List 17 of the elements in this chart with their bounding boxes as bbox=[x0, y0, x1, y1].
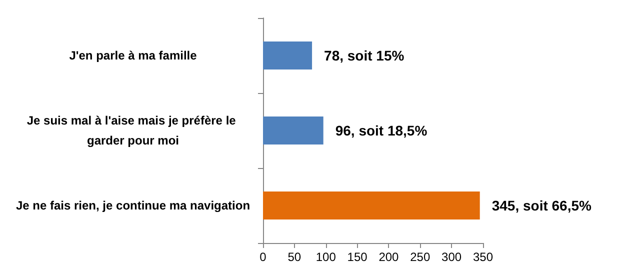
y-tick-label: J'en parle à ma famille bbox=[69, 48, 198, 62]
x-tick-label: 150 bbox=[347, 250, 368, 264]
data-label: 345, soit 66,5% bbox=[492, 198, 592, 214]
x-tick-label: 50 bbox=[288, 250, 302, 264]
bar bbox=[263, 116, 324, 144]
bar bbox=[263, 42, 312, 70]
y-tick-label: Je suis mal à l'aise mais je préfère le garder pour moi bbox=[26, 114, 240, 148]
y-tick-label: Je ne fais rien, je continue ma navigation bbox=[16, 198, 250, 212]
x-tick-label: 350 bbox=[472, 250, 494, 264]
data-label: 96, soit 18,5% bbox=[335, 122, 428, 138]
bar bbox=[263, 192, 480, 220]
x-tick-label: 100 bbox=[316, 250, 336, 264]
x-tick-label: 0 bbox=[260, 250, 267, 264]
data-label: 78, soit 15% bbox=[324, 48, 405, 64]
x-tick-label: 200 bbox=[378, 250, 400, 264]
x-tick-label: 250 bbox=[410, 250, 430, 264]
x-tick-label: 300 bbox=[442, 250, 462, 264]
